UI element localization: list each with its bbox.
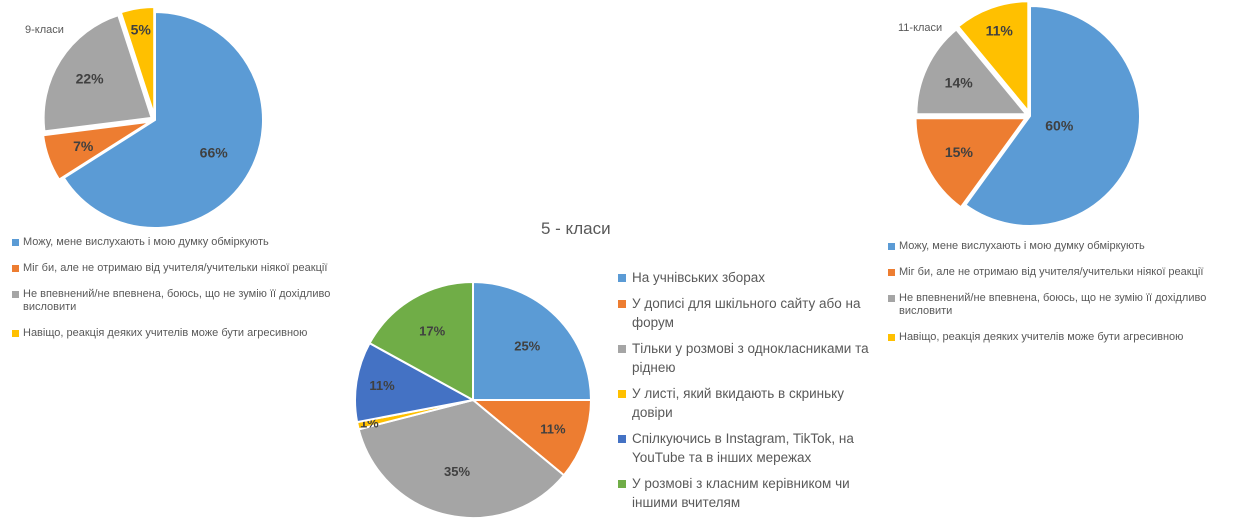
legend-item: У дописі для шкільного сайту або на фору… [618,294,880,332]
legend-item: Не впевнений/не впевнена, боюсь, що не з… [12,288,357,314]
legend: На учнівських зборах У дописі для шкільно… [618,268,880,519]
legend-swatch [618,435,626,443]
slice-label: 22% [76,71,105,87]
pie-slice [470,399,593,477]
legend-swatch [618,274,626,282]
chart-title: 11-класи [898,22,943,34]
legend-swatch [12,239,19,246]
slice-label: 60% [1045,118,1074,134]
legend-item: У листі, який вкидають в скриньку довіри [618,384,880,422]
legend-item: Навіщо, реакція деяких учителів може бут… [888,331,1243,344]
slice-label: 11% [986,23,1014,39]
legend-item: Не впевнений/не впевнена, боюсь, що не з… [888,292,1243,318]
legend-swatch [618,345,626,353]
pie-slice [119,6,156,116]
slice-label: 15% [945,144,974,160]
legend-item: Міг би, але не отримаю від учителя/учите… [888,266,1243,279]
pie-chart: 66% 7% 22% 5% [42,6,264,229]
legend-label: Можу, мене вислухають і мою думку обмірк… [23,236,269,248]
legend-label: Спілкуючись в Instagram, TikTok, на YouT… [632,431,854,465]
pie-slice [472,280,593,401]
legend-label: Тільки у розмові з однокласниками та рід… [632,341,869,375]
legend-label: У листі, який вкидають в скриньку довіри [632,386,844,420]
pie-slice [963,4,1141,227]
legend-label: У розмові з класним керівником чи іншими… [632,476,850,510]
legend-label: Навіщо, реакція деяких учителів може бут… [899,331,1184,343]
legend: Можу, мене вислухають і мою думку обмірк… [888,240,1243,357]
pie-slice [368,280,474,402]
legend-swatch [888,269,895,276]
legend-swatch [618,300,626,308]
chart-title: 9-класи [25,24,64,36]
pie-slice [62,10,264,229]
legend-label: На учнівських зборах [632,270,766,285]
pie-slice [357,398,566,519]
legend-swatch [618,480,626,488]
legend-label: Міг би, але не отримаю від учителя/учите… [899,266,1204,278]
chart-grade-9: 9-класи 66% 7% 22% 5% Можу, мене вислухають… [0,0,380,360]
legend-swatch [618,390,626,398]
slice-label: 11% [369,378,395,393]
legend-label: Не впевнений/не впевнена, боюсь, що не з… [23,288,331,313]
legend-label: У дописі для шкільного сайту або на фору… [632,296,861,330]
legend-item: Можу, мене вислухають і мою думку обмірк… [12,236,357,249]
legend-item: Спілкуючись в Instagram, TikTok, на YouT… [618,429,880,467]
pie-chart: 60% 15% 14% 11% [914,0,1141,227]
legend-item: Тільки у розмові з однокласниками та рід… [618,339,880,377]
legend-label: Міг би, але не отримаю від учителя/учите… [23,262,328,274]
legend: Можу, мене вислухають і мою думку обмірк… [12,236,357,353]
legend-item: У розмові з класним керівником чи іншими… [618,474,880,512]
chart-title: 5 - класи [541,219,611,238]
slice-label: 17% [419,323,445,338]
pie-slice [354,341,476,424]
legend-swatch [888,334,895,341]
legend-item: Міг би, але не отримаю від учителя/учите… [12,262,357,275]
legend-item: Можу, мене вислухають і мою думку обмірк… [888,240,1243,253]
legend-swatch [12,291,19,298]
legend-swatch [12,330,19,337]
pie-slice [956,0,1030,115]
legend-label: Навіщо, реакція деяких учителів може бут… [23,327,308,339]
pie-slice [914,117,1028,209]
legend-swatch [888,243,895,250]
chart-grade-5: 5 - класи 25% 11% 35% 1% 11% 17% На учнівськи… [340,210,900,521]
slice-label: 66% [200,144,229,160]
pie-chart: 25%11%35%1%11%17% [354,280,593,519]
slice-label: 7% [73,138,94,154]
legend-label: Не впевнений/не впевнена, боюсь, що не з… [899,292,1207,317]
slice-label: 11% [540,421,566,436]
slice-label: 25% [514,338,540,353]
legend-label: Можу, мене вислухають і мою думку обмірк… [899,240,1145,252]
slice-label: 35% [444,464,470,479]
pie-slice [42,13,153,133]
legend-swatch [12,265,19,272]
legend-item: Навіщо, реакція деяких учителів може бут… [12,327,357,340]
slice-label: 14% [945,74,974,90]
pie-slice [915,28,1029,116]
legend-item: На учнівських зборах [618,268,880,287]
pie-slice [42,120,151,181]
legend-swatch [888,295,895,302]
chart-grade-11: 11-класи 60% 15% 14% 11% Можу, мене вислуха… [880,0,1247,370]
slice-label: 5% [131,22,152,38]
